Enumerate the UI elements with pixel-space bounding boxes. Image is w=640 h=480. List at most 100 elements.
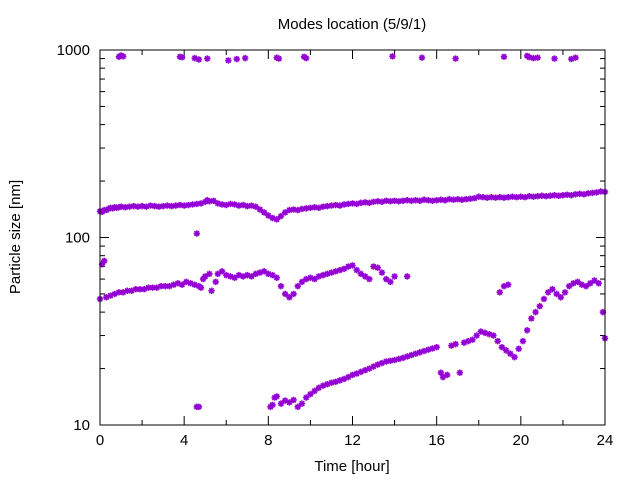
data-point	[549, 285, 556, 293]
data-point	[412, 197, 419, 204]
data-point	[225, 57, 232, 64]
data-point	[336, 377, 344, 384]
data-point	[227, 200, 234, 208]
x-tick-label: 20	[512, 432, 529, 449]
data-point	[231, 274, 238, 281]
data-point	[473, 332, 480, 339]
data-point	[526, 54, 533, 61]
data-point	[117, 52, 125, 59]
data-point	[387, 278, 394, 286]
data-point	[408, 197, 415, 204]
data-point	[124, 287, 131, 294]
data-point	[530, 54, 537, 62]
data-point	[500, 53, 508, 60]
data-point	[223, 201, 230, 209]
data-point	[370, 263, 377, 270]
data-point	[115, 289, 123, 296]
x-tick-label: 4	[180, 432, 188, 449]
data-point	[303, 54, 310, 62]
data-point	[315, 273, 323, 280]
data-point	[507, 350, 514, 357]
x-tick-label: 8	[264, 432, 272, 449]
data-point	[286, 399, 293, 406]
data-point	[117, 203, 125, 210]
data-point	[315, 204, 323, 212]
data-point	[387, 198, 394, 205]
data-point	[521, 194, 529, 201]
data-point	[101, 257, 108, 265]
data-point	[353, 200, 360, 208]
data-point	[164, 202, 171, 209]
data-point	[239, 273, 247, 280]
data-point	[563, 191, 571, 198]
data-point	[233, 55, 240, 63]
data-point	[231, 201, 238, 208]
data-point	[218, 201, 226, 208]
data-point	[107, 292, 114, 299]
data-points	[96, 52, 609, 411]
data-point	[566, 282, 573, 290]
data-point	[452, 55, 459, 62]
data-point	[328, 379, 335, 386]
data-point	[534, 54, 541, 61]
data-point	[248, 273, 255, 280]
data-point	[332, 378, 339, 385]
x-tick-label: 0	[96, 432, 104, 449]
data-point	[488, 194, 495, 201]
axis-ticks: 0 4 8 12 16 20 24 10 100 1000	[57, 42, 614, 449]
data-point	[119, 289, 127, 296]
data-point	[425, 197, 432, 204]
data-point	[551, 55, 558, 62]
data-point	[349, 262, 356, 269]
data-point	[395, 355, 402, 363]
data-point	[370, 198, 377, 206]
data-point	[382, 358, 390, 365]
data-point	[191, 54, 198, 62]
data-point	[361, 199, 369, 206]
data-point	[345, 200, 352, 208]
data-point	[559, 192, 567, 199]
data-point	[492, 194, 499, 201]
data-point	[572, 191, 579, 198]
data-point	[404, 353, 411, 360]
data-point	[595, 280, 602, 287]
data-point	[530, 193, 537, 200]
data-point	[197, 200, 205, 207]
data-point	[307, 390, 314, 398]
x-tick-label: 12	[344, 432, 361, 449]
data-point	[294, 403, 301, 411]
data-point	[328, 269, 335, 276]
y-axis-label: Particle size [nm]	[7, 180, 24, 294]
data-point	[528, 315, 535, 322]
data-point	[568, 192, 575, 199]
data-point	[570, 280, 577, 287]
data-point	[162, 282, 169, 290]
data-point	[391, 273, 398, 280]
data-point	[345, 263, 352, 270]
data-point	[378, 269, 386, 276]
data-point	[212, 278, 219, 286]
data-point	[269, 214, 276, 222]
data-point	[490, 332, 497, 339]
data-point	[366, 365, 373, 372]
data-point	[443, 371, 451, 379]
data-point	[336, 202, 344, 209]
data-point	[418, 54, 426, 61]
data-point	[277, 282, 285, 290]
data-point	[561, 289, 569, 296]
data-point	[404, 197, 411, 204]
data-point	[324, 381, 331, 388]
data-point	[408, 351, 415, 359]
data-point	[286, 206, 293, 214]
data-point	[500, 194, 508, 201]
data-point	[143, 203, 150, 210]
data-point	[157, 282, 165, 290]
data-point	[244, 271, 251, 279]
data-point	[235, 202, 243, 209]
data-point	[147, 202, 154, 209]
data-point	[412, 350, 419, 357]
data-point	[361, 273, 369, 280]
data-point	[172, 202, 179, 209]
data-point	[214, 270, 222, 278]
